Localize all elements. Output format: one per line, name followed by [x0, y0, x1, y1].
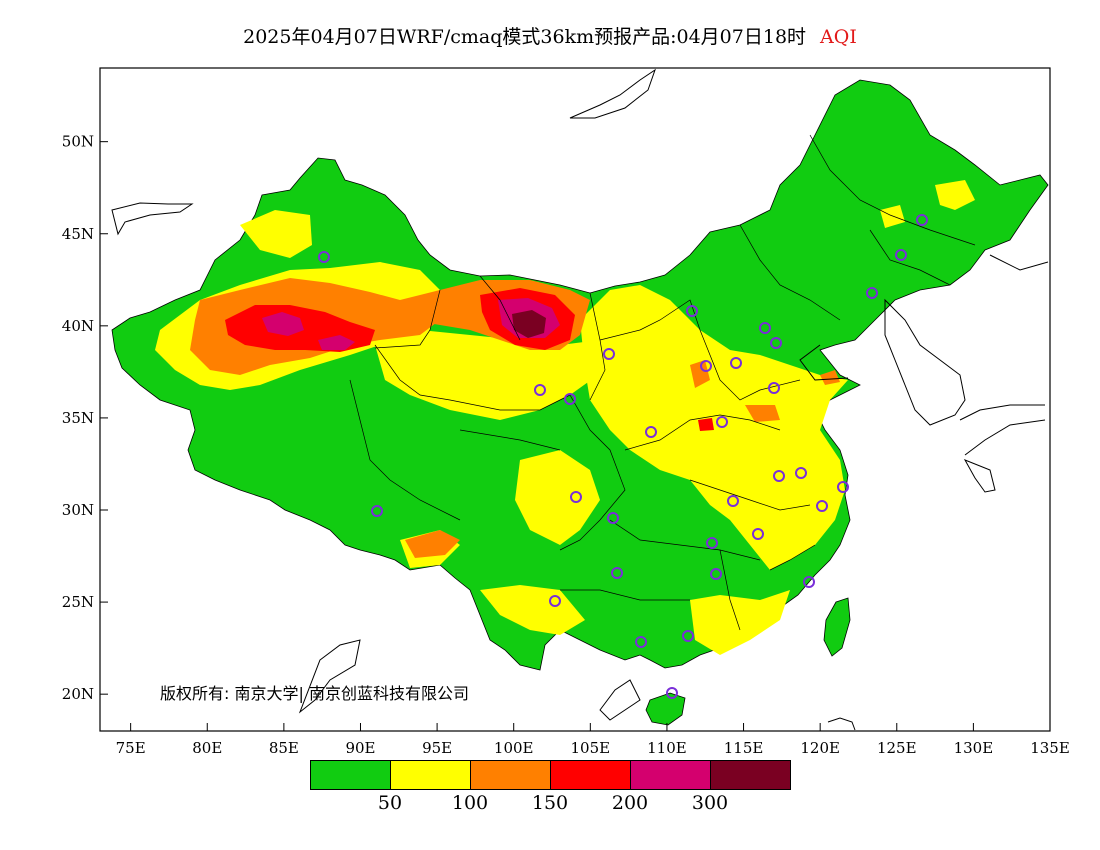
x-tick-label: 130E [954, 739, 994, 757]
legend-swatch [630, 760, 711, 790]
x-tick-label: 100E [494, 739, 534, 757]
x-tick-label: 95E [422, 739, 452, 757]
station-marker [603, 348, 615, 360]
station-marker [686, 305, 698, 317]
legend-label: 50 [377, 792, 403, 814]
x-tick-label: 105E [571, 739, 611, 757]
station-marker [534, 384, 546, 396]
title-main: 2025年04月07日WRF/cmaq模式36km预报产品:04月07日18时 [243, 26, 807, 48]
copyright-text: 版权所有: 南京大学| 南京创蓝科技有限公司 [160, 684, 469, 703]
x-tick-label: 125E [877, 739, 917, 757]
map-title: 2025年04月07日WRF/cmaq模式36km预报产品:04月07日18时 A… [0, 22, 1100, 49]
x-tick-label: 120E [800, 739, 840, 757]
station-marker [564, 393, 576, 405]
station-marker [318, 251, 330, 263]
station-marker [549, 595, 561, 607]
coastlines [111, 68, 1049, 731]
station-marker [682, 630, 694, 642]
legend-swatch [310, 760, 391, 790]
hainan-region [645, 692, 686, 726]
station-marker [570, 491, 582, 503]
x-tick-label: 115E [724, 739, 764, 757]
station-marker [752, 528, 764, 540]
station-marker [700, 360, 712, 372]
title-aqi-label: AQI [820, 26, 857, 48]
station-marker [716, 416, 728, 428]
y-tick-label: 35N [62, 409, 94, 427]
station-marker [770, 337, 782, 349]
y-tick-label: 45N [62, 225, 94, 243]
legend-label: 300 [691, 792, 729, 814]
province-boundaries [349, 134, 976, 631]
y-tick-label: 25N [62, 593, 94, 611]
y-tick-label: 20N [62, 685, 94, 703]
station-marker [803, 576, 815, 588]
station-marker [611, 567, 623, 579]
station-marker [706, 537, 718, 549]
x-tick-label: 80E [192, 739, 222, 757]
x-tick-label: 135E [1030, 739, 1070, 757]
taiwan-region [823, 597, 851, 657]
station-marker [645, 426, 657, 438]
legend-swatch [470, 760, 551, 790]
x-tick-label: 75E [116, 739, 146, 757]
station-marker [837, 481, 849, 493]
y-tick-label: 50N [62, 133, 94, 151]
y-tick-label: 30N [62, 501, 94, 519]
aqi-band-over-300 [512, 310, 546, 338]
x-tick-label: 110E [647, 739, 687, 757]
station-marker [666, 687, 678, 699]
legend-label: 100 [451, 792, 489, 814]
station-marker [635, 636, 647, 648]
x-tick-label: 90E [345, 739, 375, 757]
legend-swatch [550, 760, 631, 790]
station-marker [916, 214, 928, 226]
station-marker [759, 322, 771, 334]
legend-swatch [710, 760, 791, 790]
station-marker [895, 249, 907, 261]
station-marker [607, 512, 619, 524]
map-frame [99, 67, 1051, 732]
legend-swatch [390, 760, 471, 790]
legend-label: 200 [611, 792, 649, 814]
station-markers [318, 214, 928, 699]
station-marker [727, 495, 739, 507]
x-tick-label: 85E [269, 739, 299, 757]
station-marker [768, 382, 780, 394]
station-marker [371, 505, 383, 517]
color-legend [310, 760, 792, 792]
legend-label: 150 [531, 792, 569, 814]
station-marker [710, 568, 722, 580]
station-marker [795, 467, 807, 479]
y-tick-label: 40N [62, 317, 94, 335]
axis-ticks: 75E 80E 85E 90E 95E 100E 105E 110E 115E 120E 125E 1… [62, 133, 1070, 757]
station-marker [816, 500, 828, 512]
station-marker [866, 287, 878, 299]
station-marker [730, 357, 742, 369]
station-marker [773, 470, 785, 482]
